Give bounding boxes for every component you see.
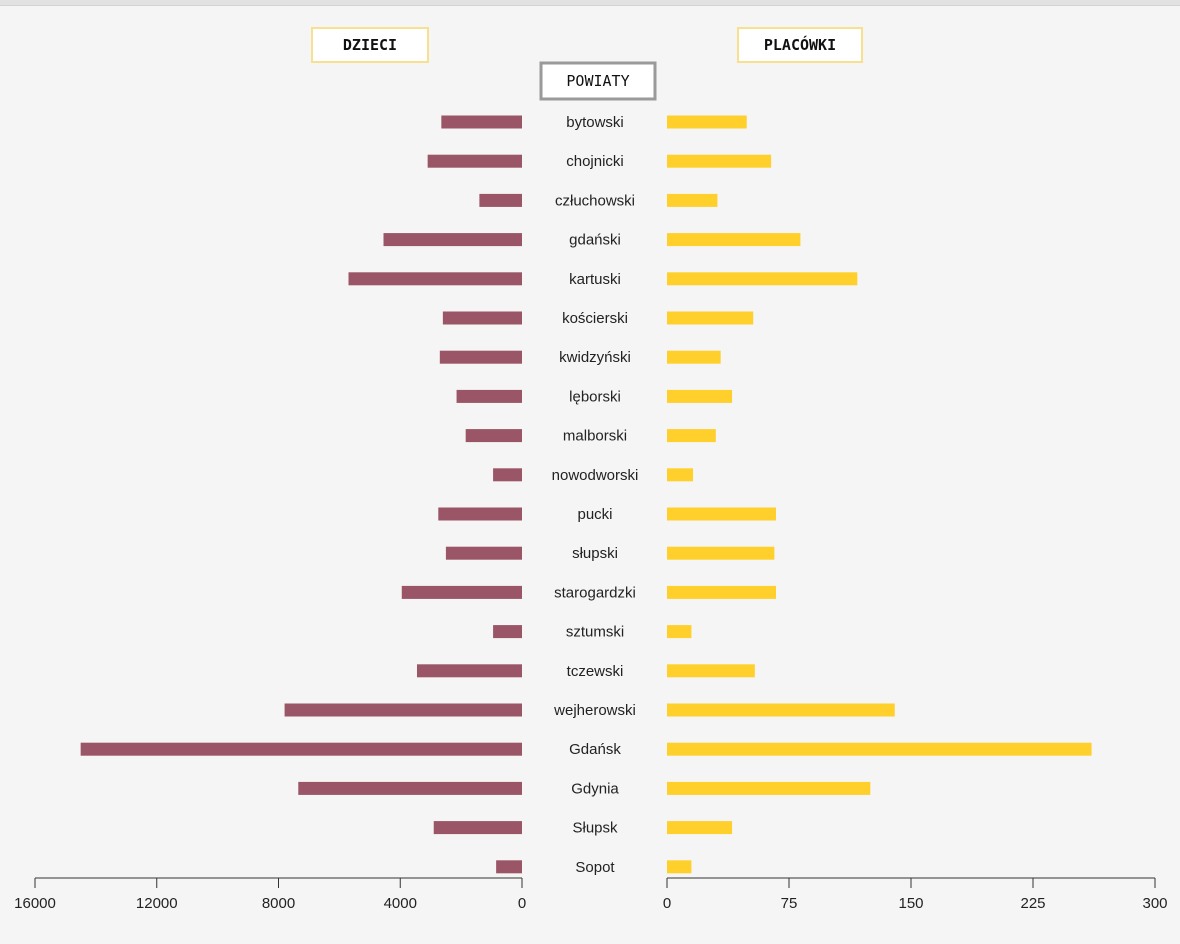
category-label: tczewski [567,663,624,680]
bar-dzieci [416,664,522,678]
category-label: sztumski [566,624,624,641]
bar-dzieci [401,585,522,599]
bar-placowki [667,115,747,129]
category-label: gdański [569,232,621,249]
bar-placowki [667,468,694,482]
bar-dzieci [445,546,522,560]
category-label: lęborski [569,388,621,405]
bar-placowki [667,507,776,521]
bar-placowki [667,350,721,364]
category-label: kartuski [569,271,621,288]
bar-dzieci [433,821,522,835]
bar-dzieci [439,350,522,364]
category-label: wejherowski [553,702,636,719]
top-border [0,0,1180,6]
category-label: Gdańsk [569,741,621,758]
bar-dzieci [493,468,522,482]
bar-dzieci [80,742,522,756]
center-title: POWIATY [566,72,629,90]
category-label: chojnicki [566,153,624,170]
bar-placowki [667,860,692,874]
bar-dzieci [493,625,522,639]
bar-placowki [667,193,718,207]
right-axis-tick-label: 150 [898,895,923,912]
bar-placowki [667,272,858,286]
bar-dzieci [465,429,522,443]
bar-placowki [667,742,1092,756]
right-axis-tick-label: 0 [663,895,671,912]
left-axis-tick-label: 4000 [384,895,417,912]
bar-dzieci [496,860,522,874]
bar-placowki [667,703,895,717]
bar-dzieci [438,507,522,521]
bar-dzieci [298,781,522,795]
bar-placowki [667,311,754,325]
bar-dzieci [383,233,522,247]
bar-placowki [667,154,772,168]
bar-placowki [667,821,733,835]
category-label: człuchowski [555,192,635,209]
category-label: pucki [577,506,612,523]
bar-placowki [667,233,801,247]
bar-dzieci [479,193,522,207]
bar-placowki [667,389,733,403]
bar-placowki [667,546,775,560]
category-label: nowodworski [552,467,639,484]
category-label: bytowski [566,114,624,131]
bar-dzieci [456,389,522,403]
category-label: Gdynia [571,780,619,797]
bar-dzieci [284,703,522,717]
category-label: Słupsk [572,820,618,837]
bar-placowki [667,429,716,443]
bar-dzieci [441,115,522,129]
bar-placowki [667,625,692,639]
right-axis-tick-label: 225 [1020,895,1045,912]
bar-placowki [667,585,776,599]
bar-dzieci [348,272,522,286]
category-label: Sopot [575,859,615,876]
category-label: malborski [563,428,627,445]
left-panel-title: DZIECI [343,36,397,54]
left-axis-tick-label: 8000 [262,895,295,912]
left-axis-tick-label: 16000 [14,895,56,912]
right-axis-tick-label: 75 [781,895,798,912]
bar-dzieci [442,311,522,325]
bar-dzieci [427,154,522,168]
left-axis-tick-label: 12000 [136,895,178,912]
bar-placowki [667,781,871,795]
right-panel-title-box [737,27,863,63]
category-label: starogardzki [554,584,636,601]
right-panel-title: PLACÓWKI [764,35,836,54]
left-axis-tick-label: 0 [518,895,526,912]
right-axis-tick-label: 300 [1142,895,1167,912]
center-title-box [539,61,657,101]
left-panel-title-box [311,27,429,63]
category-label: kościerski [562,310,628,327]
category-label: słupski [572,545,618,562]
bar-placowki [667,664,755,678]
category-label: kwidzyński [559,349,631,366]
